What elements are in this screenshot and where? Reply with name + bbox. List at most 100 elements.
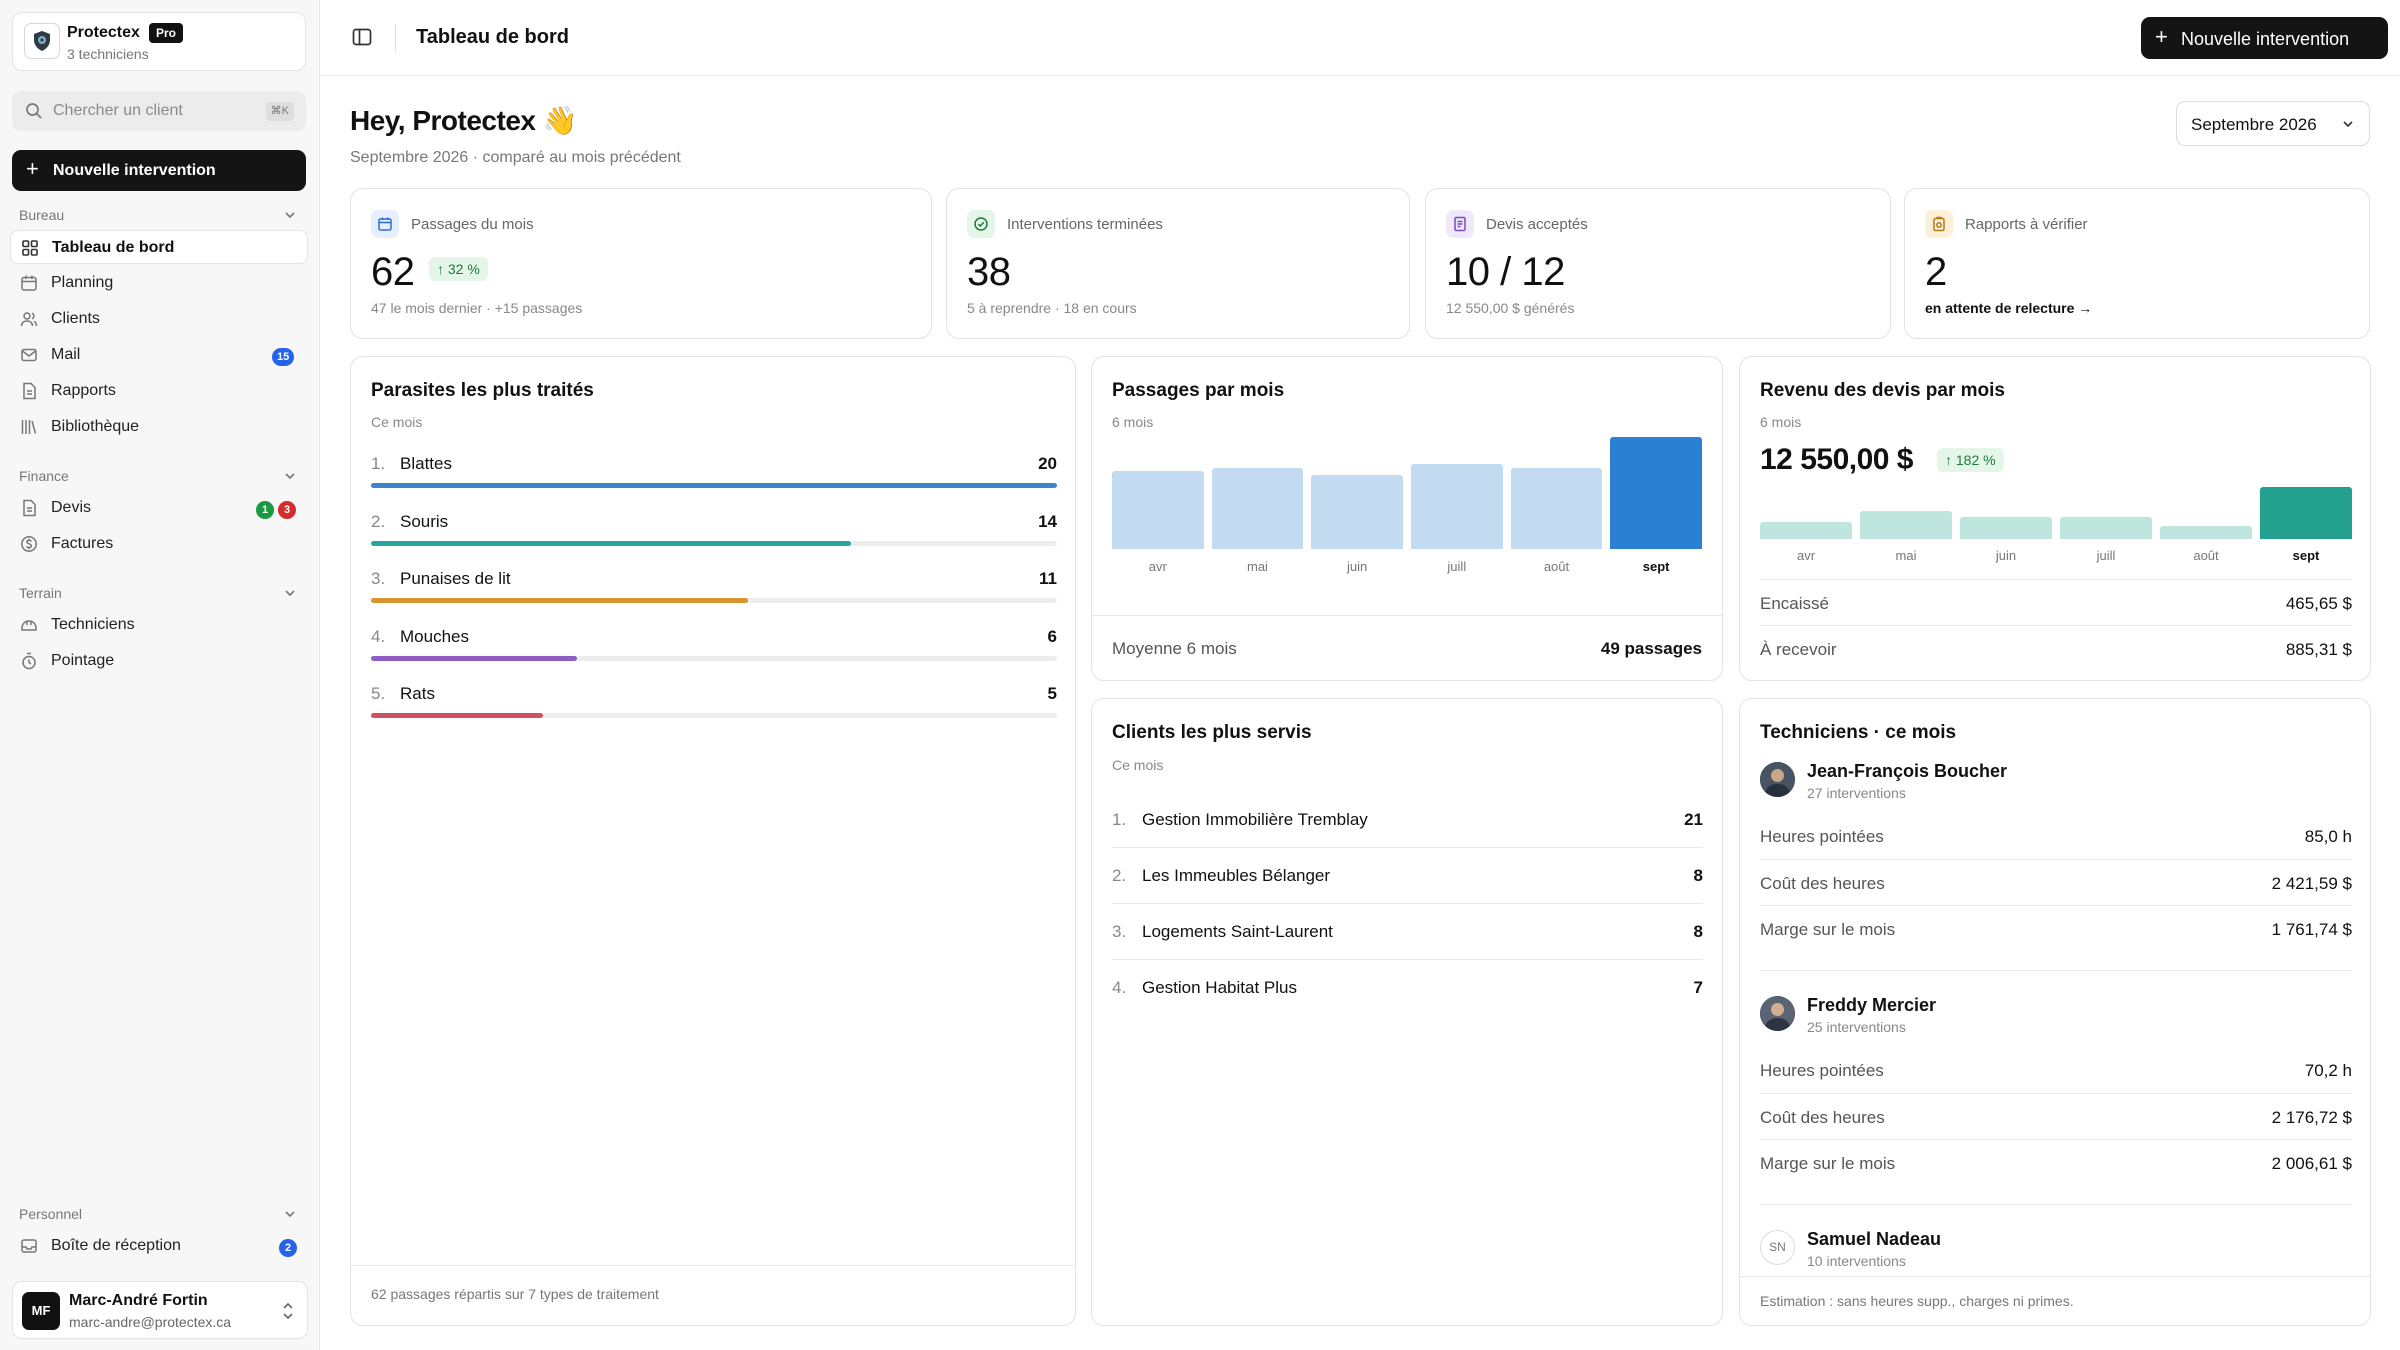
bar-label-sept: sept [2292,548,2320,563]
revenue-trend-badge: ↑ 182 % [1937,448,2004,472]
org-switcher[interactable]: Protectex Pro 3 techniciens [12,12,306,71]
client-count: 8 [1693,922,1703,941]
rank: 3. [1112,922,1127,941]
bar-label-juill: juill [1447,559,1467,574]
bar-label-avr: avr [1148,559,1167,574]
sidebar-item-planning[interactable]: Planning [10,266,308,300]
bar-label-mai: mai [1247,559,1268,574]
sidebar-item-label: Pointage [51,652,115,669]
sidebar-toggle-icon[interactable] [351,26,373,48]
row-value: 2 421,59 $ [2271,874,2352,893]
sidebar-item-rapports[interactable]: Rapports [10,374,308,408]
sidebar-item-boite-de-reception[interactable]: Boîte de réception 2 [10,1229,308,1263]
bar-août[interactable] [2160,526,2252,539]
org-logo [24,23,60,59]
bar-avr[interactable] [1760,521,1852,539]
user-email: marc-andre@protectex.ca [69,1314,232,1330]
sidebar-item-clients[interactable]: Clients [10,302,308,336]
sidebar-item-mail[interactable]: Mail 15 [10,338,308,372]
sidebar-item-label: Clients [51,310,100,327]
kpi-subtext: 47 le mois dernier · +15 passages [371,300,583,316]
rank: 4. [1112,978,1127,997]
header-divider [395,24,396,52]
bar-mai[interactable] [1211,467,1304,549]
client-row[interactable]: 2. Les Immeubles Bélanger 8 [1112,848,1703,904]
avatar [1760,996,1795,1031]
bar-sept[interactable] [2260,487,2352,539]
sidebar-item-bibliotheque[interactable]: Bibliothèque [10,410,308,444]
search-icon [25,102,43,125]
client-row[interactable]: 4. Gestion Habitat Plus 7 [1112,960,1703,1016]
kpi-passages[interactable]: Passages du mois 62 ↑ 32 % 47 le mois de… [350,188,932,339]
bar-juill[interactable] [1411,464,1503,549]
row-value: 885,31 $ [2285,640,2352,659]
parasite-count: 14 [1038,512,1057,531]
parasite-row[interactable]: 5. Rats 5 [371,684,1057,722]
bar-août[interactable] [1510,467,1603,549]
tech-row-heures: Heures pointées 70,2 h [1760,1047,2352,1093]
technician-interventions: 27 interventions [1807,785,1906,801]
parasites-card: Parasites les plus traités Ce mois 1. Bl… [350,356,1076,1326]
chevron-down-icon[interactable] [283,208,297,222]
sidebar-item-label: Factures [51,535,114,552]
bar-sept[interactable] [1610,437,1702,549]
bar-juin[interactable] [1960,516,2052,539]
bar-mai[interactable] [1860,511,1952,539]
sidebar-item-devis[interactable]: Devis 1 3 [10,491,308,525]
divider [1112,903,1703,904]
parasite-row[interactable]: 4. Mouches 6 [371,627,1057,665]
search-placeholder: Chercher un client [53,102,183,119]
card-title: Revenu des devis par mois [1760,380,2005,401]
client-row[interactable]: 1. Gestion Immobilière Tremblay 21 [1112,792,1703,848]
bar-label-juill: juill [2096,548,2116,563]
sidebar-item-factures[interactable]: Factures [10,527,308,561]
hardhat-icon [20,616,38,639]
bar-juin[interactable] [1311,474,1403,549]
progress-track [371,483,1057,488]
client-row[interactable]: 3. Logements Saint-Laurent 8 [1112,904,1703,960]
rank: 4. [371,627,386,646]
kpi-label: Devis acceptés [1486,216,1588,233]
row-value: 1 761,74 $ [2271,920,2352,939]
kpi-value: 10 / 12 [1446,250,1565,294]
new-intervention-label: Nouvelle intervention [53,162,216,179]
document-icon [20,499,38,522]
sidebar-item-techniciens[interactable]: Techniciens [10,608,308,642]
new-intervention-button[interactable]: + Nouvelle intervention [2141,17,2388,59]
kpi-interventions[interactable]: Interventions terminées 38 5 à reprendre… [946,188,1410,339]
calendar-icon [20,274,38,297]
sidebar-item-tableau-de-bord[interactable]: Tableau de bord [10,230,308,264]
top-header: Tableau de bord + Nouvelle intervention [320,0,2400,76]
divider [1112,959,1703,960]
kpi-review-link[interactable]: en attente de relecture → [1925,300,2093,316]
kpi-value: 62 [371,250,415,294]
bar-avr[interactable] [1112,471,1204,549]
chevron-down-icon[interactable] [283,586,297,600]
greeting-subtitle: Septembre 2026 · comparé au mois précéde… [350,149,681,166]
client-search[interactable]: Chercher un client ⌘K [12,91,306,131]
client-count: 7 [1693,978,1703,997]
new-intervention-button-sidebar[interactable]: + Nouvelle intervention [12,150,306,191]
avatar: SN [1760,1230,1795,1265]
technician-name: Freddy Mercier [1807,995,1937,1015]
chevron-down-icon[interactable] [283,1207,297,1221]
search-shortcut: ⌘K [265,102,294,121]
devis-accepted-badge: 1 [256,501,274,519]
parasite-row[interactable]: 3. Punaises de lit 11 [371,569,1057,607]
bar-juill[interactable] [2060,516,2152,539]
technician-interventions: 10 interventions [1807,1253,1906,1269]
progress-fill [371,541,852,546]
parasite-row[interactable]: 1. Blattes 20 [371,454,1057,492]
chevron-down-icon[interactable] [283,469,297,483]
card-period: 6 mois [1112,414,1154,430]
kpi-devis[interactable]: Devis acceptés 10 / 12 12 550,00 $ génér… [1425,188,1891,339]
progress-track [371,713,1057,718]
user-menu[interactable]: MF Marc-André Fortin marc-andre@protecte… [12,1281,308,1339]
progress-fill [371,713,543,718]
parasite-row[interactable]: 2. Souris 14 [371,512,1057,550]
sidebar-item-pointage[interactable]: Pointage [10,644,308,678]
org-name: Protectex [67,24,140,41]
row-value: 465,65 $ [2285,594,2352,613]
kpi-rapports[interactable]: Rapports à vérifier 2 en attente de rele… [1904,188,2370,339]
month-select[interactable]: Septembre 2026 [2176,101,2370,146]
